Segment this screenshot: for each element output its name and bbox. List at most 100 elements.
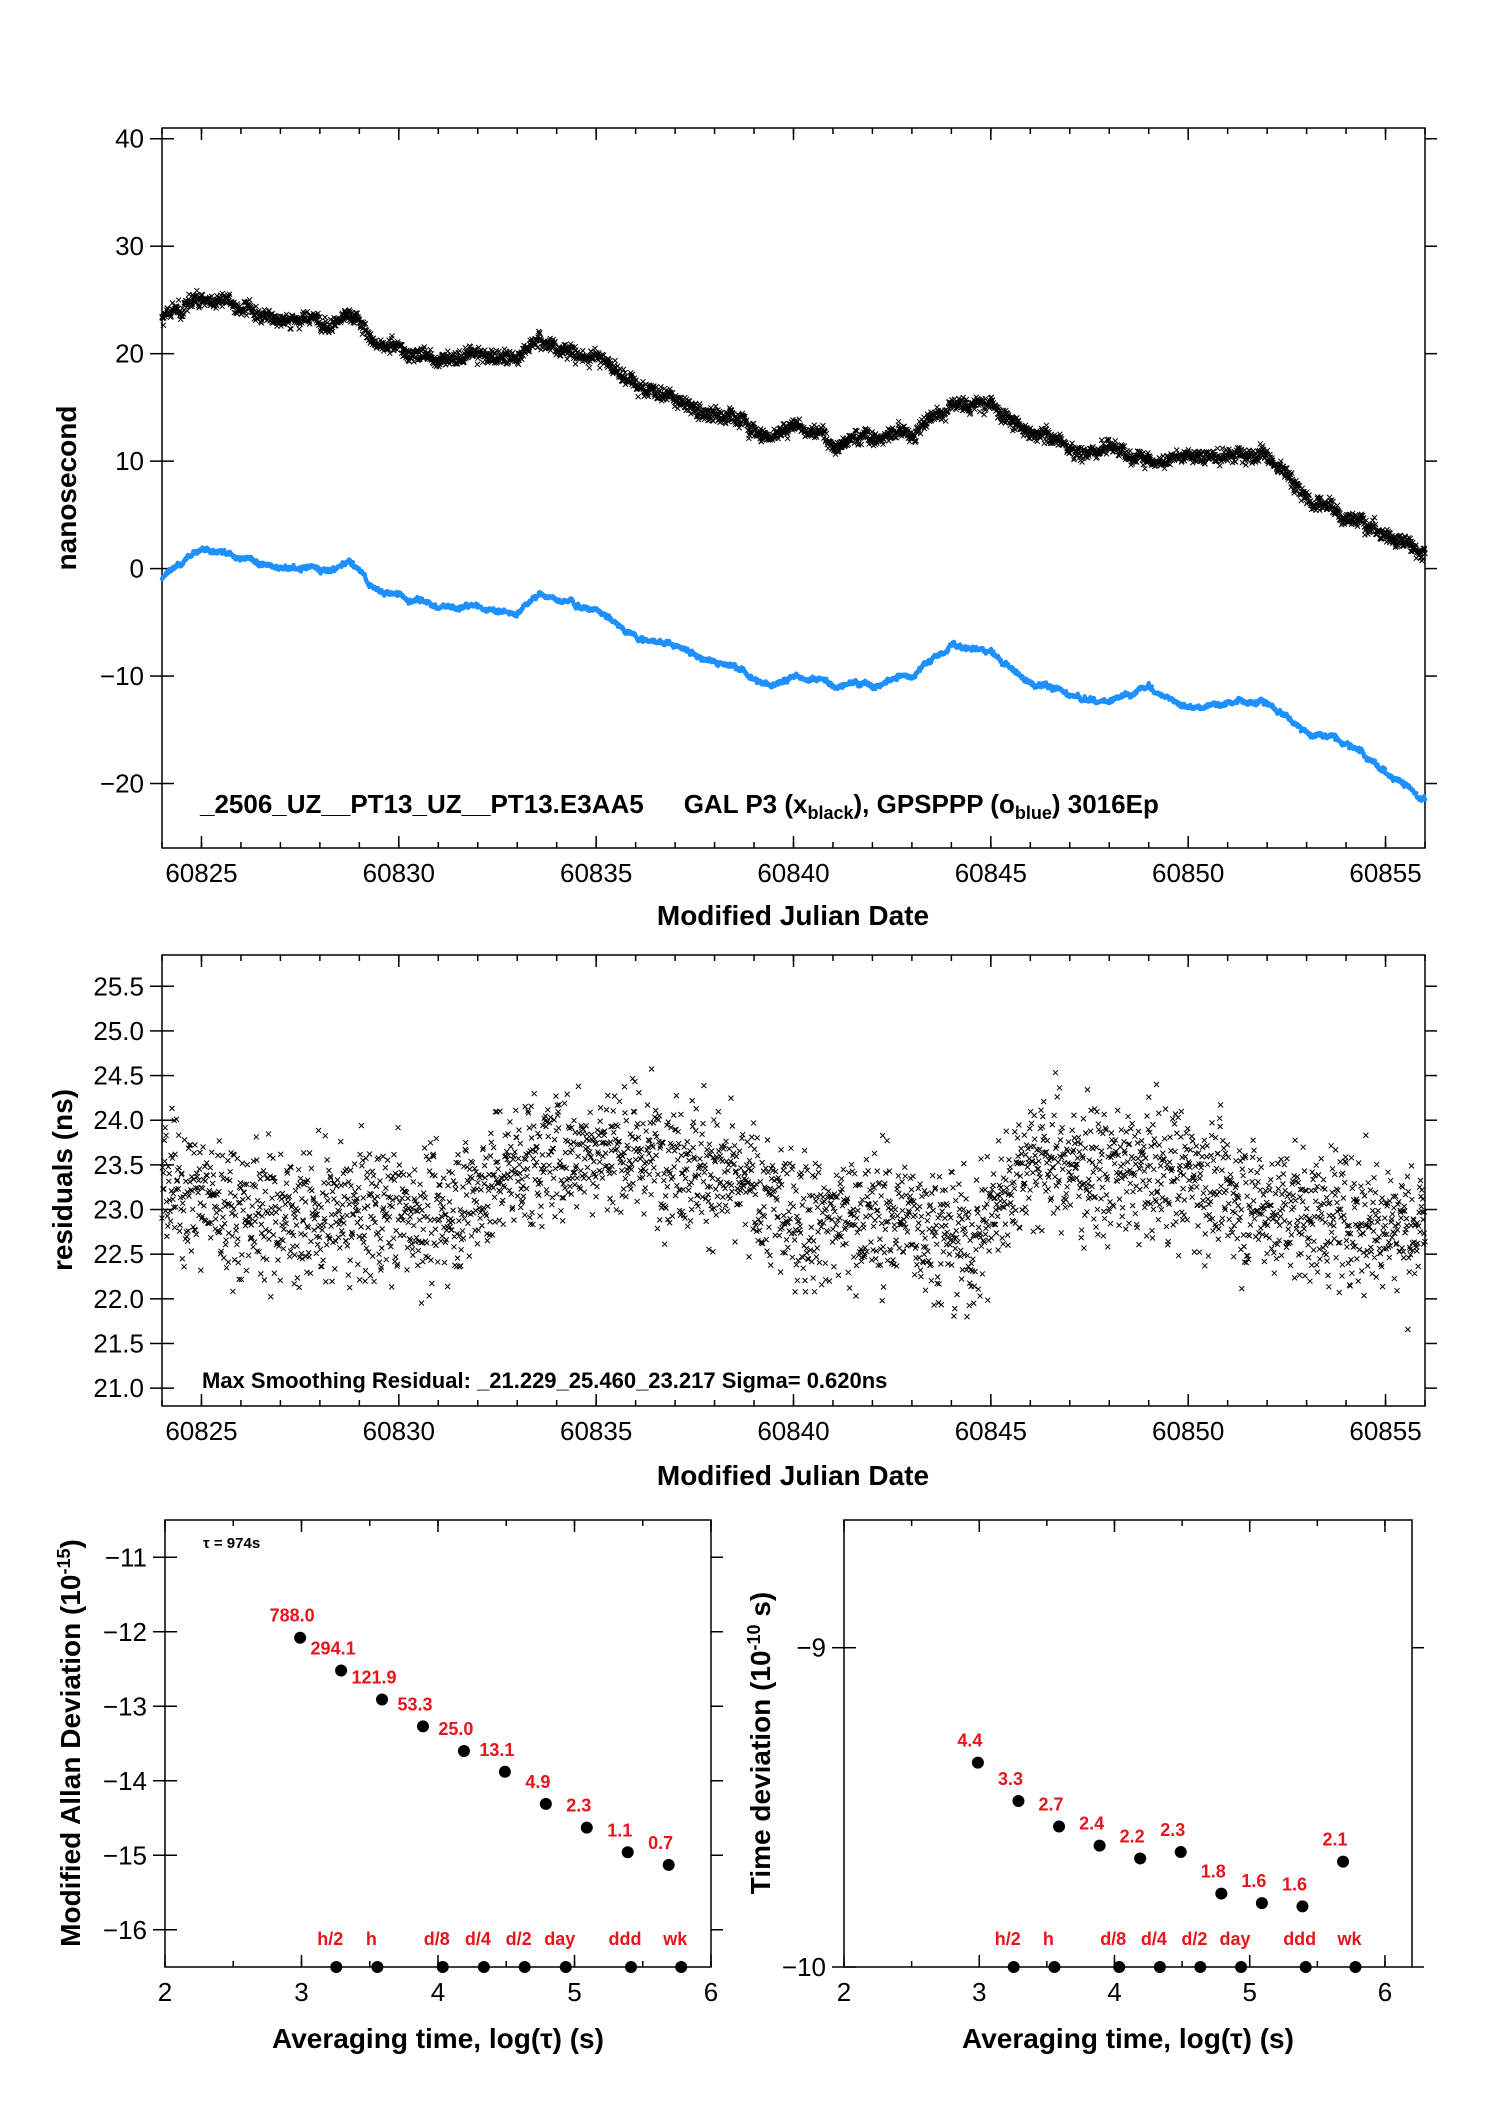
black-data-point [306,321,313,327]
black-data-point [743,418,750,425]
black-data-point [1112,438,1119,444]
black-data-point [315,310,321,317]
black-data-point [246,297,253,303]
black-data-point [452,360,459,367]
black-data-point [329,328,336,335]
black-data-point [547,335,554,342]
black-data-point [456,347,463,354]
black-data-point [712,403,719,410]
black-data-point [605,355,611,362]
y-tick-label: 40 [115,124,144,154]
black-data-point [389,333,395,339]
black-data-point [743,417,750,423]
black-data-point [691,402,698,408]
x-tick-label: 60835 [560,858,632,888]
black-data-point [197,303,203,310]
black-data-point [175,305,181,312]
black-data-point [742,413,748,420]
plot-frame [161,127,1426,849]
black-data-point [401,347,408,354]
black-data-point [526,348,533,355]
black-data-point [564,356,571,362]
black-data-point [167,314,174,321]
x-tick-label: 60850 [1152,858,1224,888]
black-data-point [301,310,308,317]
black-data-point [288,326,294,332]
y-tick-label: 30 [115,231,144,261]
black-data-point [635,393,642,400]
black-data-point [238,311,245,318]
black-data-point [261,306,268,313]
black-data-point [737,420,744,427]
black-data-point [1043,422,1050,429]
black-data-point [367,331,374,337]
black-data-point [1214,445,1221,452]
black-data-point [759,435,766,441]
black-data-point [362,320,369,327]
y-tick-label: 20 [115,339,144,369]
black-data-point [169,300,176,306]
black-data-point [258,317,265,323]
black-data-point [394,347,401,353]
black-data-point [600,352,607,358]
black-data-point [422,348,428,354]
black-data-point [172,303,178,310]
black-data-point [695,416,702,423]
black-data-point [243,312,250,319]
black-series [159,287,1428,564]
black-data-point [580,347,586,354]
y-tick-label: 0 [130,554,144,584]
black-data-point [509,349,516,356]
black-data-point [629,371,636,378]
x-tick-label: 60845 [955,858,1027,888]
time-comparison-panel: 60825 60830 60835 60840 60845 60850 60855−20−1… [51,124,1437,931]
black-data-point [1369,517,1376,524]
black-data-point [175,297,182,303]
black-data-point [572,361,579,367]
black-data-point [168,313,175,319]
black-data-point [411,355,418,361]
black-data-point [326,329,332,336]
black-data-point [387,350,393,357]
black-data-point [1127,448,1133,454]
black-data-point [674,405,681,412]
black-data-point [253,303,259,310]
black-data-point [622,369,628,376]
black-data-point [184,307,191,314]
black-data-point [586,364,593,371]
black-data-point [620,366,627,373]
black-data-point [160,322,167,329]
black-data-point [710,418,716,424]
black-data-point [836,448,842,455]
black-data-point [820,422,826,429]
black-data-point [823,430,830,437]
black-data-point [547,347,554,354]
black-data-point [738,421,744,428]
black-data-point [346,317,353,324]
black-data-point [552,338,558,345]
black-data-point [751,433,757,439]
black-data-point [474,361,481,368]
black-data-point [515,361,522,368]
black-data-point [361,321,368,328]
black-data-point [784,435,791,442]
black-data-point [332,322,339,329]
black-data-point [976,408,983,415]
black-data-point [219,303,225,310]
black-data-point [226,291,233,298]
black-data-point [316,314,323,320]
black-data-point [481,347,488,354]
black-data-point [373,337,379,344]
black-data-point [667,386,673,392]
x-tick-label: 60855 [1349,858,1421,888]
black-data-point [796,416,803,423]
black-data-point [519,356,525,363]
axis-ticks: 60825 60830 60835 60840 60845 60850 60855−20−1… [100,124,1437,888]
black-data-point [745,421,752,428]
black-data-point [496,348,503,355]
black-data-point [592,345,598,352]
black-data-point [1216,462,1223,469]
black-data-point [1371,514,1378,521]
y-tick-label: 10 [115,446,144,476]
